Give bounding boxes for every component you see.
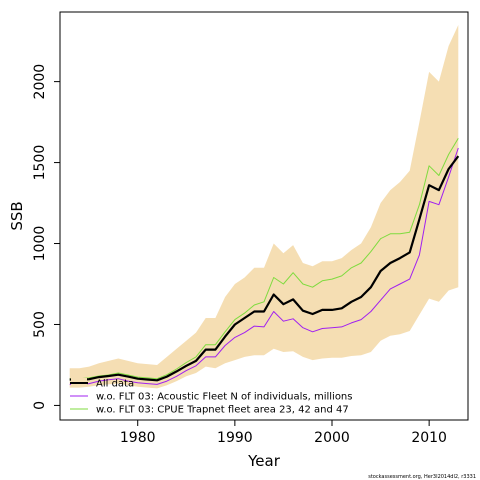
y-tick-label: 1500 [32,145,48,181]
y-tick-label: 500 [32,311,48,338]
series-line-all-data [69,155,460,382]
axis-layer: 1980 1990 2000 2010 0 500 1000 1500 2000 [32,64,447,446]
series-line-cpue [69,138,459,380]
footer-credit: stockassessment.org, Her3I2014dl2, r3331 [368,474,476,480]
x-tick-label: 1990 [217,430,253,446]
confidence-band [69,25,459,389]
x-tick-label: 2000 [314,430,350,446]
y-axis-title: SSB [8,201,26,230]
legend-label: w.o. FLT 03: Acoustic Fleet N of individ… [96,392,352,403]
x-tick-label: 1980 [120,430,156,446]
y-tick-label: 0 [32,401,48,410]
plot-layer [69,25,460,389]
legend: All data w.o. FLT 03: Acoustic Fleet N of… [70,378,352,416]
x-tick-label: 2010 [411,430,447,446]
y-tick-label: 2000 [32,64,48,100]
legend-label: w.o. FLT 03: CPUE Trapnet fleet area 23,… [96,405,349,416]
x-axis-title: Year [247,452,281,470]
y-tick-label: 1000 [32,226,48,262]
series-line-acoustic [69,147,459,385]
legend-label: All data [96,379,134,390]
